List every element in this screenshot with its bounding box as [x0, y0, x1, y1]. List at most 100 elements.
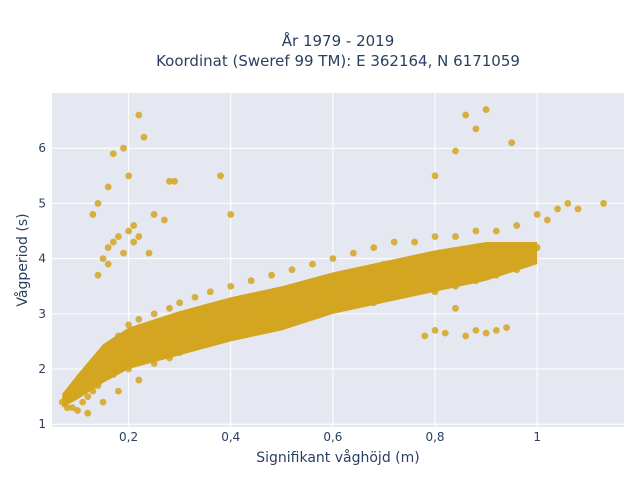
data-point — [135, 111, 143, 119]
data-point — [390, 293, 398, 301]
data-point — [104, 260, 112, 268]
x-tick-label: 0,4 — [221, 430, 240, 444]
data-point — [268, 271, 276, 279]
data-point — [135, 315, 143, 323]
chart-title-line-1: År 1979 - 2019 — [282, 31, 395, 50]
data-point — [503, 324, 510, 332]
data-point — [89, 211, 97, 218]
data-point — [104, 244, 112, 251]
y-tick-label: 3 — [38, 307, 46, 321]
data-point — [252, 304, 260, 312]
data-point — [247, 326, 255, 334]
data-points — [58, 106, 607, 417]
data-point — [74, 407, 81, 414]
x-tick-label: 1 — [533, 430, 541, 444]
data-point — [130, 222, 138, 229]
chart-title-line-2: Koordinat (Sweref 99 TM): E 362164, N 61… — [156, 52, 520, 70]
data-point — [145, 249, 153, 257]
data-point — [452, 147, 459, 155]
data-point — [130, 238, 138, 246]
data-point — [411, 288, 419, 296]
data-point — [125, 365, 133, 373]
data-point — [508, 139, 516, 147]
data-point — [186, 326, 194, 334]
dense-point-cloud — [62, 242, 538, 408]
data-point — [104, 343, 112, 351]
data-point — [513, 222, 521, 229]
data-point — [79, 398, 87, 406]
data-point — [492, 227, 500, 235]
data-point — [150, 310, 158, 318]
data-point — [94, 200, 102, 207]
data-point — [564, 200, 572, 207]
x-tick-labels: 0,2 0,4 0,6 0,8 1 — [119, 430, 541, 444]
data-point — [380, 260, 388, 268]
data-point — [452, 233, 459, 240]
data-point — [472, 326, 480, 334]
data-point — [63, 404, 71, 412]
data-point — [191, 293, 199, 301]
data-point — [176, 349, 184, 356]
data-point — [482, 329, 490, 337]
data-point — [94, 382, 102, 389]
data-point — [360, 293, 367, 301]
data-point — [390, 238, 398, 246]
data-point — [160, 216, 168, 224]
y-axis-title: Vågperiod (s) — [14, 213, 31, 306]
data-point — [523, 260, 531, 268]
data-point — [114, 387, 122, 395]
data-point — [160, 338, 168, 345]
data-point — [421, 332, 429, 340]
data-point — [94, 271, 102, 279]
data-point — [201, 315, 209, 323]
data-point — [574, 205, 582, 213]
y-tick-label: 5 — [38, 196, 46, 210]
data-point — [120, 249, 127, 257]
data-point — [63, 393, 71, 401]
x-axis-title: Signifikant våghöjd (m) — [256, 449, 419, 466]
data-point — [135, 376, 143, 384]
data-point — [472, 125, 480, 133]
data-point — [120, 144, 127, 152]
data-point — [79, 376, 87, 384]
y-tick-label: 4 — [38, 252, 46, 266]
data-point — [268, 321, 276, 329]
data-point — [370, 244, 378, 251]
data-point — [109, 238, 117, 246]
data-point — [247, 277, 255, 285]
data-point — [513, 266, 521, 274]
data-point — [600, 200, 607, 207]
data-point — [125, 321, 133, 329]
data-point — [329, 304, 337, 312]
data-point — [441, 329, 449, 337]
data-point — [533, 244, 541, 251]
y-tick-label: 6 — [38, 141, 46, 155]
data-point — [472, 277, 480, 285]
data-point — [69, 404, 76, 412]
data-point — [400, 282, 408, 290]
data-point — [462, 111, 470, 119]
data-point — [227, 282, 235, 290]
data-point — [109, 365, 117, 373]
data-point — [99, 255, 107, 263]
data-point — [288, 315, 296, 323]
y-tick-labels: 1 2 3 4 5 6 — [38, 141, 46, 431]
data-point — [109, 371, 117, 378]
data-point — [431, 233, 439, 240]
data-point — [227, 211, 235, 218]
data-point — [84, 409, 92, 417]
data-point — [109, 150, 117, 158]
data-point — [482, 106, 490, 113]
data-point — [140, 133, 148, 141]
x-tick-label: 0,8 — [425, 430, 444, 444]
data-point — [125, 227, 133, 235]
data-point — [114, 332, 122, 340]
data-point — [452, 282, 459, 290]
data-point — [217, 172, 224, 180]
data-point — [462, 332, 470, 340]
y-tick-label: 1 — [38, 417, 46, 431]
data-point — [135, 233, 143, 240]
data-point — [411, 238, 419, 246]
data-point — [492, 326, 500, 334]
